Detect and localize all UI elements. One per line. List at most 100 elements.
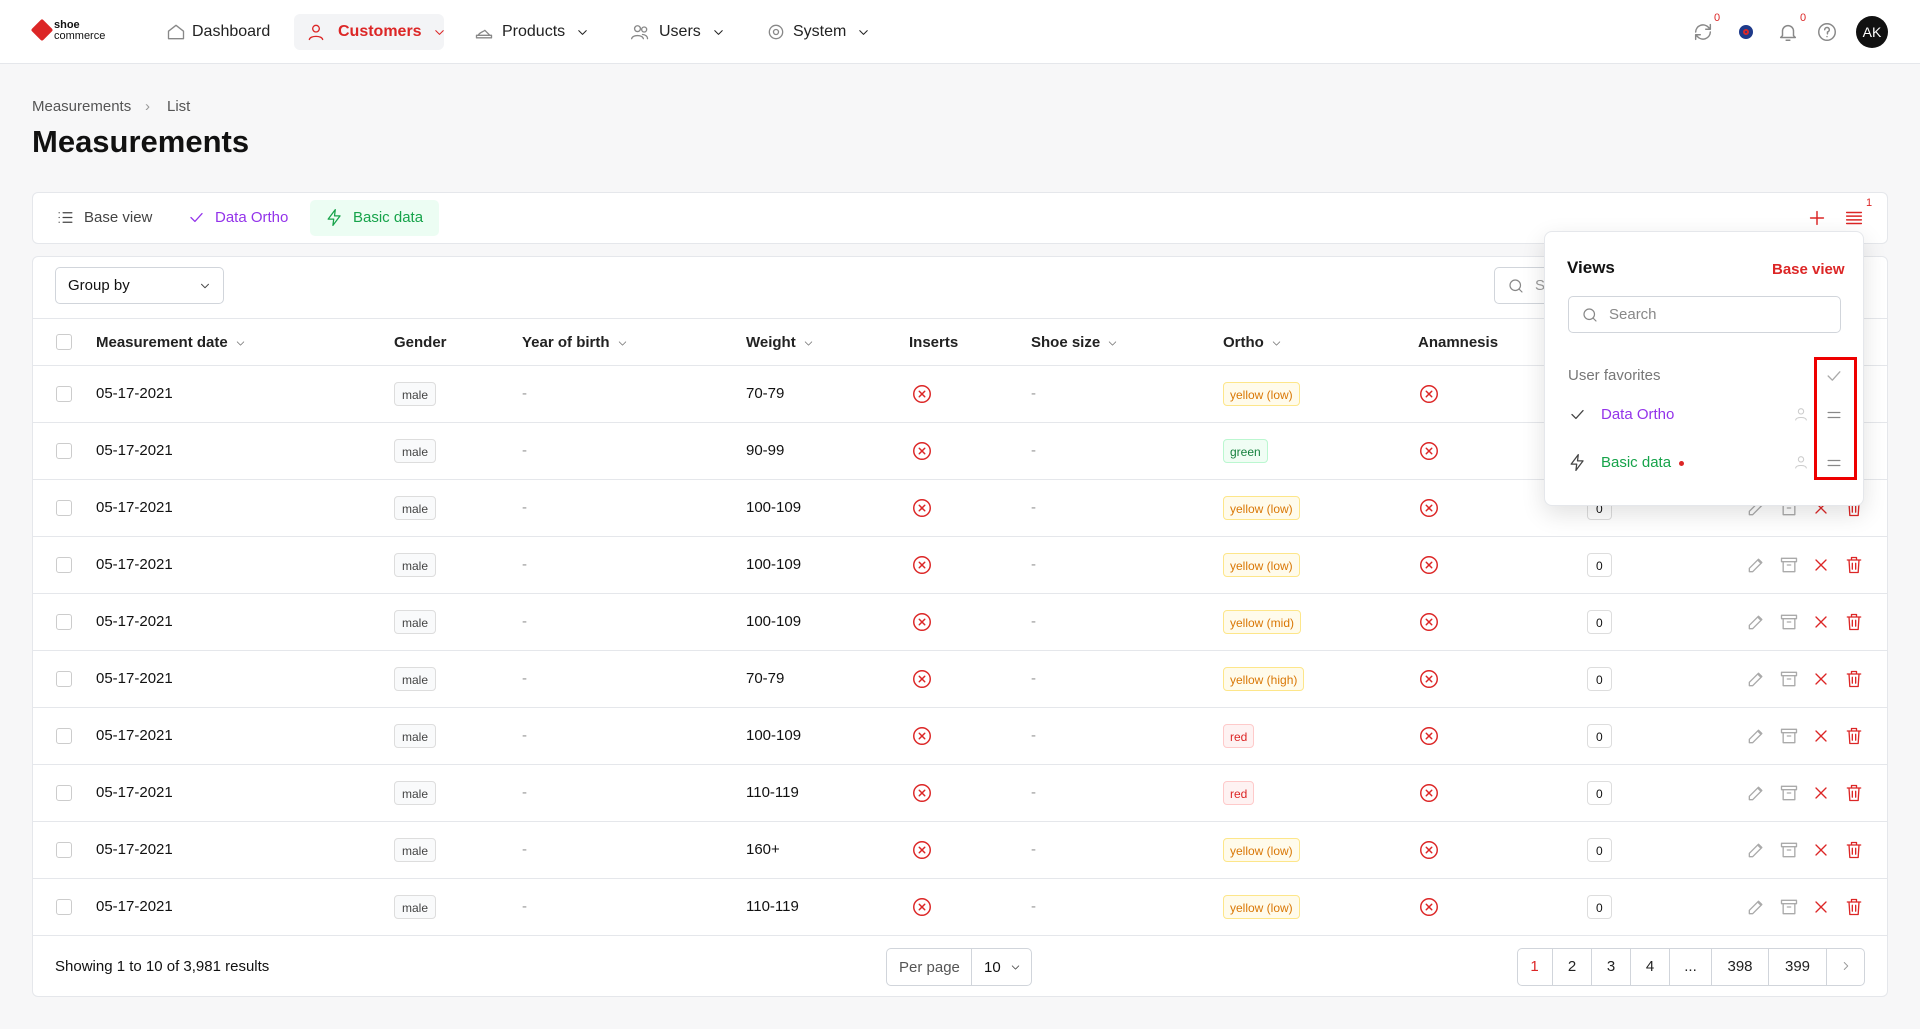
delete-button[interactable] bbox=[1844, 897, 1864, 917]
delete-button[interactable] bbox=[1844, 840, 1864, 860]
page-button[interactable]: 1 bbox=[1517, 948, 1553, 986]
page-number: ... bbox=[1684, 958, 1697, 975]
view-tab[interactable]: Base view bbox=[84, 209, 153, 226]
page-button[interactable]: 2 bbox=[1553, 948, 1592, 986]
archive-button[interactable] bbox=[1779, 669, 1799, 689]
archive-button[interactable] bbox=[1779, 783, 1799, 803]
checkbox[interactable] bbox=[56, 899, 72, 915]
page-title: Measurements bbox=[32, 124, 250, 159]
gender-tag: male bbox=[394, 382, 437, 406]
delete-button[interactable] bbox=[1844, 726, 1864, 746]
page-button[interactable]: 399 bbox=[1769, 948, 1827, 986]
column-header[interactable]: Measurement date bbox=[96, 334, 228, 351]
checkbox[interactable] bbox=[56, 443, 72, 459]
archive-button[interactable] bbox=[1779, 840, 1799, 860]
cancel-button[interactable] bbox=[1811, 840, 1831, 860]
shoe-size-cell: - bbox=[1031, 670, 1036, 687]
add-view[interactable] bbox=[1806, 207, 1828, 229]
group-by-select[interactable]: Group by bbox=[55, 267, 224, 304]
avatar[interactable]: AK bbox=[1856, 16, 1888, 48]
edit-button[interactable] bbox=[1746, 783, 1766, 803]
popup-search[interactable]: Search bbox=[1568, 296, 1841, 333]
checkbox[interactable] bbox=[56, 334, 72, 350]
sort-icon bbox=[802, 337, 815, 350]
edit-button[interactable] bbox=[1746, 897, 1766, 917]
tab-icon[interactable] bbox=[56, 208, 75, 227]
checkbox[interactable] bbox=[56, 614, 72, 630]
nav-item[interactable]: Users bbox=[659, 23, 701, 40]
drag-handle[interactable] bbox=[1824, 453, 1844, 473]
ortho-tag: yellow (low) bbox=[1223, 382, 1300, 406]
per-page-value[interactable]: 10 bbox=[984, 959, 1001, 976]
next-page[interactable] bbox=[1839, 959, 1853, 973]
page-button[interactable]: 398 bbox=[1712, 948, 1769, 986]
views-menu[interactable] bbox=[1843, 207, 1865, 229]
inserts-icon bbox=[911, 725, 933, 747]
cancel-button[interactable] bbox=[1811, 612, 1831, 632]
edit-button[interactable] bbox=[1746, 840, 1766, 860]
archive-button[interactable] bbox=[1779, 726, 1799, 746]
checkbox[interactable] bbox=[56, 386, 72, 402]
view-tab[interactable]: Data Ortho bbox=[215, 209, 289, 226]
sort-icon bbox=[1106, 337, 1119, 350]
page-button[interactable]: ... bbox=[1670, 948, 1712, 986]
cancel-button[interactable] bbox=[1811, 897, 1831, 917]
checkbox[interactable] bbox=[56, 557, 72, 573]
view-tab[interactable]: Basic data bbox=[353, 209, 424, 226]
cancel-button[interactable] bbox=[1811, 783, 1831, 803]
nav-item[interactable]: Products bbox=[502, 23, 566, 40]
drag-handle[interactable] bbox=[1824, 405, 1844, 425]
cancel-button[interactable] bbox=[1811, 555, 1831, 575]
edit-button[interactable] bbox=[1746, 669, 1766, 689]
archive-button[interactable] bbox=[1779, 612, 1799, 632]
edit-button[interactable] bbox=[1746, 726, 1766, 746]
archive-button[interactable] bbox=[1779, 897, 1799, 917]
checkbox[interactable] bbox=[56, 500, 72, 516]
count-tag: 0 bbox=[1587, 610, 1612, 634]
column-header[interactable]: Weight bbox=[746, 334, 796, 351]
weight-cell: 100-109 bbox=[746, 556, 802, 573]
shoe-size-cell: - bbox=[1031, 442, 1036, 459]
inserts-icon bbox=[911, 554, 933, 576]
edit-button[interactable] bbox=[1746, 555, 1766, 575]
delete-button[interactable] bbox=[1844, 612, 1864, 632]
help-icon[interactable] bbox=[1816, 21, 1838, 43]
column-header[interactable]: Ortho bbox=[1223, 334, 1264, 351]
cancel-button[interactable] bbox=[1811, 669, 1831, 689]
popup-view-item[interactable]: Data Ortho bbox=[1601, 406, 1675, 423]
tab-icon[interactable] bbox=[325, 208, 344, 227]
delete-button[interactable] bbox=[1844, 669, 1864, 689]
nav-item[interactable]: Customers bbox=[338, 23, 422, 40]
nav-item[interactable]: System bbox=[793, 23, 847, 40]
shoe-size-cell: - bbox=[1031, 385, 1036, 402]
date-cell: 05-17-2021 bbox=[96, 385, 173, 402]
gender-tag: male bbox=[394, 496, 437, 520]
nav-item[interactable]: Dashboard bbox=[192, 23, 271, 40]
checkbox[interactable] bbox=[56, 671, 72, 687]
delete-button[interactable] bbox=[1844, 783, 1864, 803]
popup-view-item[interactable]: Basic data bbox=[1601, 454, 1672, 471]
checkbox[interactable] bbox=[56, 842, 72, 858]
tab-icon[interactable] bbox=[187, 208, 206, 227]
table-row bbox=[33, 594, 1887, 651]
delete-button[interactable] bbox=[1844, 555, 1864, 575]
archive-button[interactable] bbox=[1779, 555, 1799, 575]
checkbox[interactable] bbox=[56, 728, 72, 744]
page-button[interactable]: 3 bbox=[1592, 948, 1631, 986]
cancel-button[interactable] bbox=[1811, 726, 1831, 746]
popup-base-view[interactable]: Base view bbox=[1772, 261, 1845, 278]
inserts-icon bbox=[911, 839, 933, 861]
page-button[interactable]: 4 bbox=[1631, 948, 1670, 986]
sync-icon[interactable] bbox=[1692, 21, 1714, 43]
breadcrumb: List bbox=[167, 98, 191, 115]
column-header[interactable]: Year of birth bbox=[522, 334, 610, 351]
edit-button[interactable] bbox=[1746, 612, 1766, 632]
checkbox[interactable] bbox=[56, 785, 72, 801]
ortho-tag: yellow (low) bbox=[1223, 838, 1300, 862]
breadcrumb[interactable]: Measurements bbox=[32, 98, 132, 115]
flag[interactable] bbox=[1736, 22, 1756, 42]
inserts-icon bbox=[911, 497, 933, 519]
page-number: 2 bbox=[1567, 958, 1577, 975]
bell-icon[interactable] bbox=[1777, 21, 1799, 43]
column-header[interactable]: Shoe size bbox=[1031, 334, 1101, 351]
